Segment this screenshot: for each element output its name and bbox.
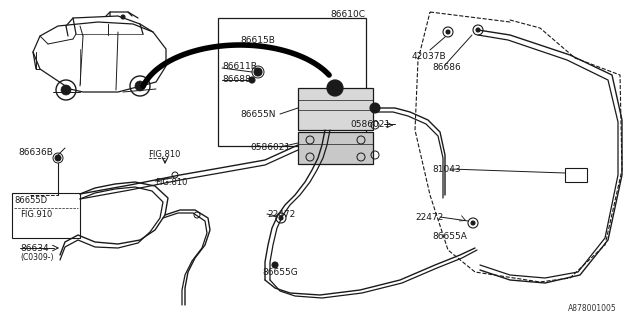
Text: 86655A: 86655A (432, 232, 467, 241)
Circle shape (446, 30, 450, 34)
Text: 22472: 22472 (267, 210, 295, 219)
Circle shape (476, 28, 480, 32)
Text: 86636B: 86636B (18, 148, 53, 157)
Circle shape (272, 262, 278, 268)
Bar (298, 132, 373, 164)
Text: 22472: 22472 (415, 213, 444, 222)
Text: 42037B: 42037B (412, 52, 447, 61)
Text: FIG.810: FIG.810 (148, 150, 180, 159)
Circle shape (254, 68, 262, 76)
Text: FIG.810: FIG.810 (155, 178, 188, 187)
Circle shape (135, 81, 145, 91)
Text: 0586021: 0586021 (350, 120, 390, 129)
Text: (C0309-): (C0309-) (20, 253, 54, 262)
Bar (565, 168, 587, 182)
Text: 0586021: 0586021 (250, 143, 290, 152)
Bar (218, 18, 366, 146)
Bar (12, 193, 80, 238)
Circle shape (331, 84, 339, 92)
Circle shape (471, 221, 475, 225)
Bar (298, 88, 373, 130)
Text: 86655D: 86655D (14, 196, 47, 205)
Text: 86655G: 86655G (262, 268, 298, 277)
Text: 86688: 86688 (222, 75, 251, 84)
Circle shape (121, 15, 125, 19)
Circle shape (249, 77, 255, 83)
Circle shape (279, 216, 283, 220)
Text: 86615B: 86615B (240, 36, 275, 45)
Text: 86611B: 86611B (222, 62, 257, 71)
Circle shape (55, 155, 61, 161)
Text: 86686: 86686 (432, 63, 461, 72)
Text: 86655N: 86655N (240, 110, 275, 119)
Text: A878001005: A878001005 (568, 304, 617, 313)
Text: FIG.910: FIG.910 (20, 210, 52, 219)
Circle shape (370, 103, 380, 113)
Circle shape (327, 80, 343, 96)
Text: 81043: 81043 (432, 165, 461, 174)
Circle shape (61, 85, 71, 95)
Text: 86634: 86634 (20, 244, 49, 253)
Text: 86610C: 86610C (330, 10, 365, 19)
